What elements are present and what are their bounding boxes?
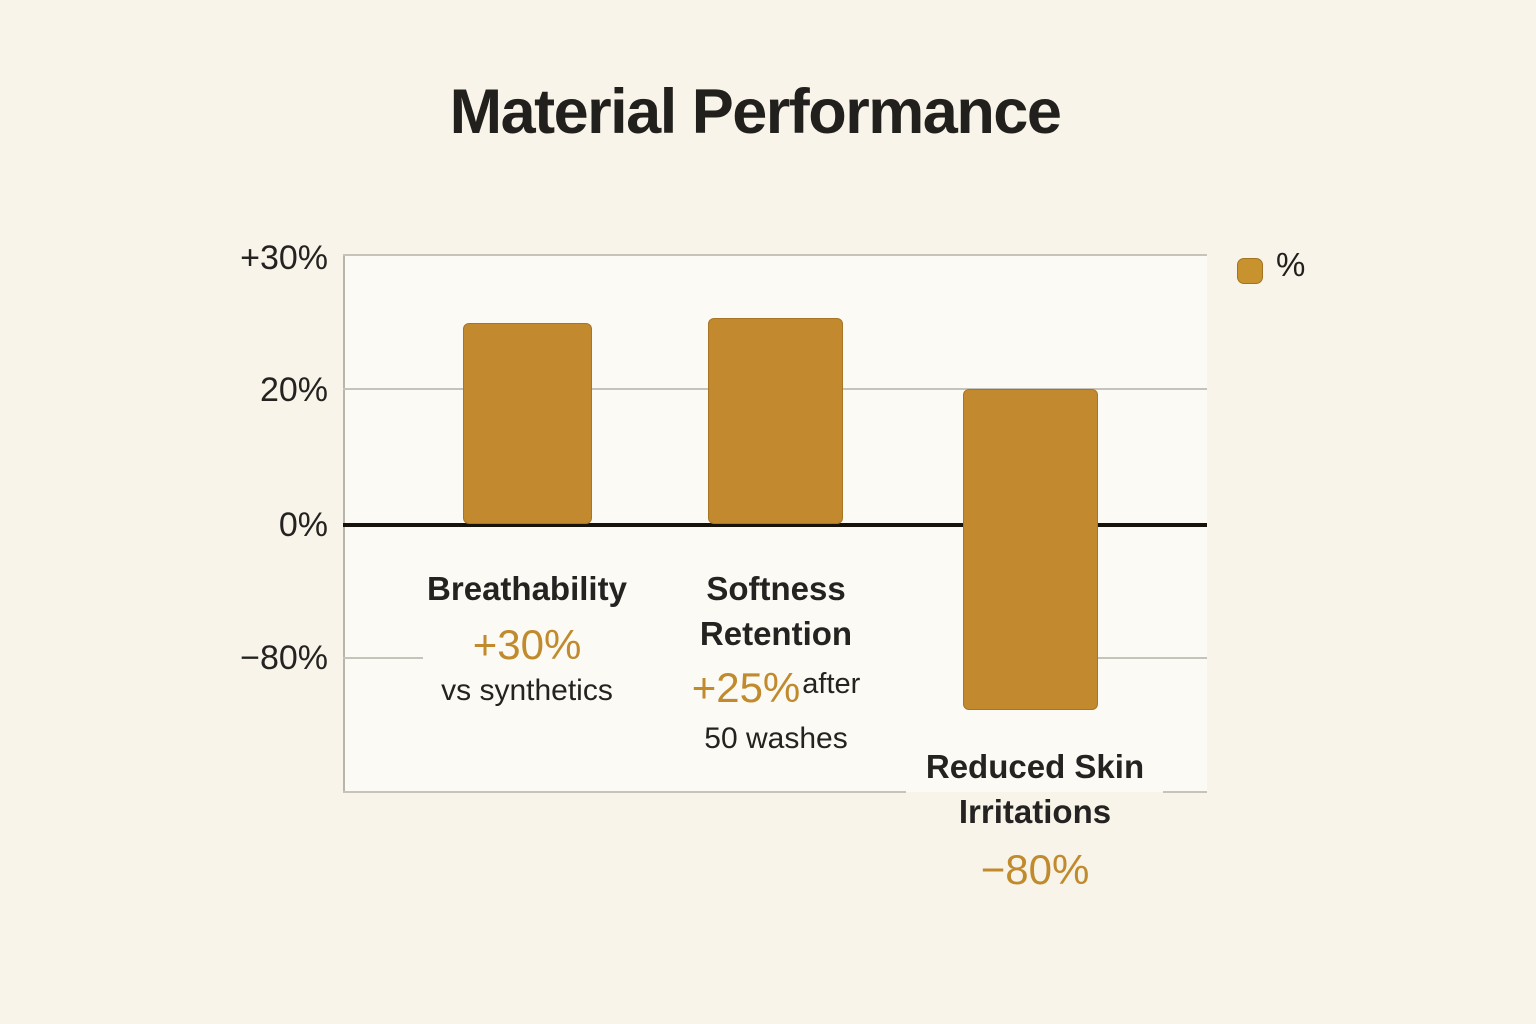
y-tick-neg80: −80% — [240, 639, 328, 677]
category-breathability: Breathability +30% vs synthetics — [362, 566, 692, 709]
zero-axis-line — [343, 523, 1207, 527]
plot-bottom-border-right-segment — [1163, 791, 1207, 793]
category-softness-retention: Softness Retention +25%after 50 washes — [611, 566, 941, 757]
gridline-top — [343, 254, 1207, 256]
y-tick-plus30: +30% — [240, 239, 328, 277]
category-label: Retention — [699, 615, 853, 652]
y-tick-20: 20% — [259, 371, 328, 409]
plot-bottom-border-left-segment — [343, 791, 906, 793]
category-caption: 50 washes — [704, 722, 848, 755]
value-number: +25% — [691, 664, 801, 711]
value-label: −80% — [980, 846, 1090, 893]
category-label: Reduced Skin — [925, 748, 1145, 785]
gridline-neg80-left-segment — [343, 657, 423, 659]
gridline-neg80-right-segment — [1098, 657, 1207, 659]
bar-reduced-skin-irritations — [963, 389, 1098, 710]
legend: % — [1237, 240, 1305, 290]
category-reduced-skin-irritations: Reduced Skin Irritations −80% — [870, 744, 1200, 896]
category-label: Breathability — [427, 570, 627, 607]
bar-breathability — [463, 323, 592, 524]
category-label: Softness — [706, 570, 846, 607]
category-caption: vs synthetics — [441, 674, 613, 707]
value-inline-caption: after — [802, 668, 861, 700]
bar-softness-retention — [708, 318, 843, 524]
value-label: +25%after — [611, 662, 941, 719]
y-tick-0: 0% — [278, 506, 328, 544]
category-label: Irritations — [958, 793, 1112, 830]
chart-title: Material Performance — [449, 77, 1062, 147]
value-label: +30% — [472, 621, 582, 668]
legend-swatch-icon — [1237, 257, 1263, 284]
legend-label: % — [1276, 246, 1306, 283]
